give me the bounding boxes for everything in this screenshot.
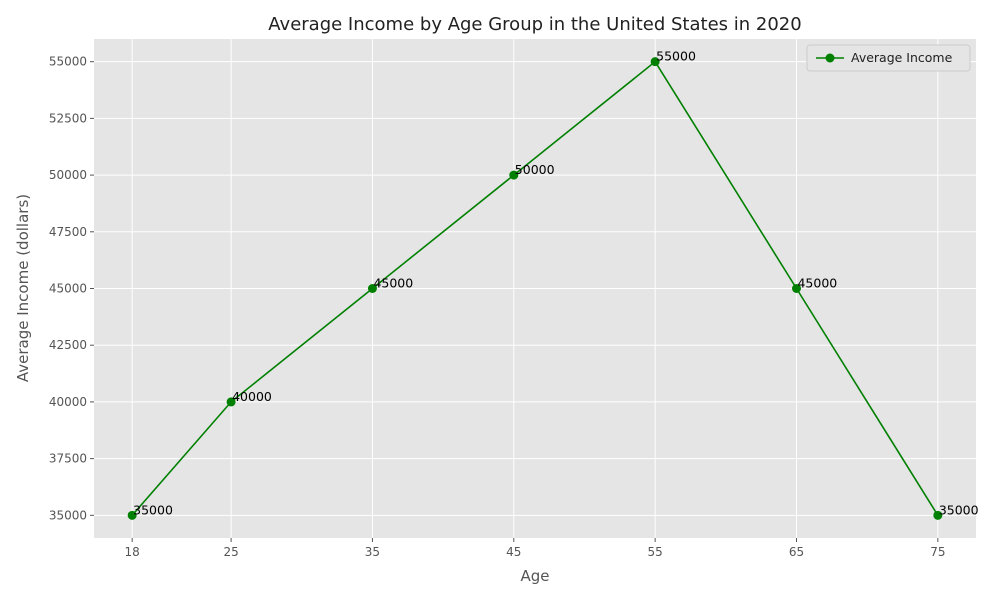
y-tick-label: 52500 <box>49 111 87 125</box>
y-tick-label: 35000 <box>49 508 87 522</box>
data-point <box>226 397 236 407</box>
x-axis-label: Age <box>520 567 549 585</box>
y-tick-label: 55000 <box>49 55 87 69</box>
y-tick-label: 37500 <box>49 452 87 466</box>
y-tick-label: 47500 <box>49 225 87 239</box>
legend-label: Average Income <box>851 50 953 65</box>
data-label: 35000 <box>133 502 173 517</box>
y-tick-label: 42500 <box>49 338 87 352</box>
chart-title: Average Income by Age Group in the Unite… <box>268 14 801 35</box>
data-point <box>933 510 943 520</box>
x-tick-label: 55 <box>648 545 663 559</box>
legend-box <box>806 44 971 72</box>
y-tick-label: 50000 <box>49 168 87 182</box>
data-label: 35000 <box>939 502 979 517</box>
x-tick-label: 75 <box>930 545 945 559</box>
y-axis-label: Average Income (dollars) <box>14 194 32 382</box>
data-point <box>791 284 801 293</box>
y-tick-label: 45000 <box>49 282 87 296</box>
data-label: 45000 <box>373 276 413 291</box>
data-label: 45000 <box>797 276 837 291</box>
data-point <box>650 57 660 67</box>
x-tick-label: 25 <box>223 545 238 559</box>
legend-point-marker <box>825 53 835 63</box>
x-tick-label: 45 <box>506 545 521 559</box>
x-tick-label: 18 <box>125 545 140 559</box>
data-labels: 35000 40000 45000 50000 55000 45000 35000 <box>133 49 978 518</box>
series-layer <box>127 57 943 520</box>
legend: Average Income <box>806 44 971 72</box>
data-label: 55000 <box>656 49 696 64</box>
data-label: 40000 <box>232 389 272 404</box>
x-tick-label: 65 <box>789 545 804 559</box>
grid-lines <box>94 39 976 538</box>
x-tick-label: 35 <box>365 545 380 559</box>
data-label: 50000 <box>515 162 555 177</box>
data-point <box>127 510 137 520</box>
data-point <box>509 170 519 180</box>
x-axis-ticks: 18 25 35 45 55 65 75 <box>125 538 945 559</box>
y-axis-ticks: 35000 37500 40000 42500 45000 47500 50000 52500… <box>49 55 94 522</box>
y-tick-label: 40000 <box>49 395 87 409</box>
data-point <box>367 284 377 293</box>
